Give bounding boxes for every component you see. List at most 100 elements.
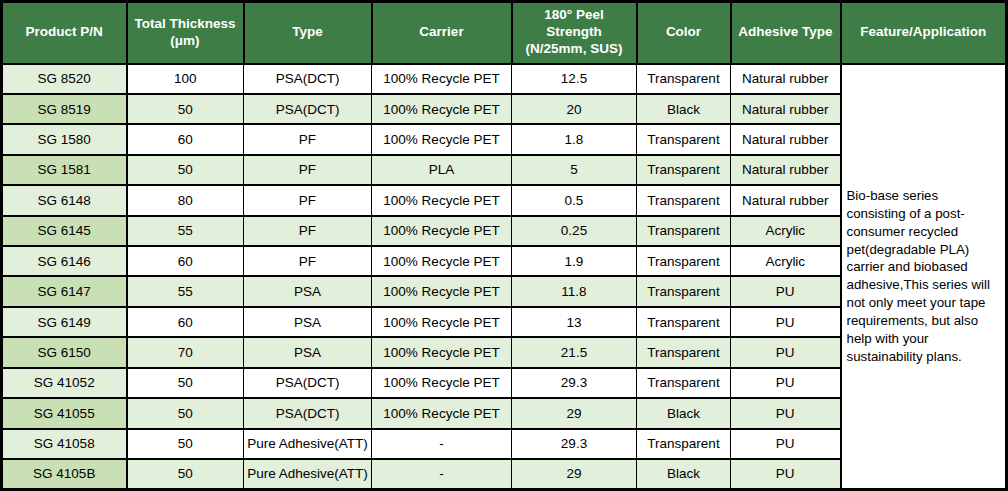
cell-product: SG 8519	[2, 94, 127, 124]
product-spec-table: Product P/NTotal Thickness (μm)TypeCarri…	[0, 0, 1008, 491]
cell-thickness: 55	[127, 216, 244, 246]
cell-color: Transparent	[637, 276, 731, 306]
cell-carrier: 100% Recycle PET	[372, 94, 512, 124]
cell-peel: 11.8	[512, 276, 637, 306]
cell-thickness: 50	[127, 398, 244, 428]
cell-carrier: 100% Recycle PET	[372, 337, 512, 367]
cell-adhesive: PU	[731, 276, 841, 306]
cell-peel: 29.3	[512, 429, 637, 459]
column-header-color: Color	[637, 2, 731, 64]
cell-color: Transparent	[637, 185, 731, 215]
cell-adhesive: PU	[731, 337, 841, 367]
cell-color: Transparent	[637, 368, 731, 398]
cell-peel: 29	[512, 459, 637, 490]
cell-type: PF	[244, 185, 372, 215]
cell-carrier: -	[372, 459, 512, 490]
cell-type: PSA	[244, 337, 372, 367]
cell-adhesive: PU	[731, 307, 841, 337]
cell-type: PF	[244, 155, 372, 185]
cell-color: Transparent	[637, 246, 731, 276]
cell-carrier: 100% Recycle PET	[372, 216, 512, 246]
cell-adhesive: PU	[731, 368, 841, 398]
cell-color: Transparent	[637, 155, 731, 185]
cell-product: SG 41055	[2, 398, 127, 428]
table-body: SG 8520100PSA(DCT)100% Recycle PET12.5Tr…	[2, 64, 1007, 490]
cell-type: Pure Adhesive(ATT)	[244, 429, 372, 459]
cell-product: SG 6150	[2, 337, 127, 367]
column-header-product: Product P/N	[2, 2, 127, 64]
column-header-feature: Feature/Application	[841, 2, 1007, 64]
cell-type: PF	[244, 246, 372, 276]
table-header: Product P/NTotal Thickness (μm)TypeCarri…	[2, 2, 1007, 64]
cell-type: PF	[244, 216, 372, 246]
cell-carrier: -	[372, 429, 512, 459]
cell-peel: 29.3	[512, 368, 637, 398]
cell-thickness: 100	[127, 64, 244, 94]
cell-type: PSA(DCT)	[244, 64, 372, 94]
cell-thickness: 70	[127, 337, 244, 367]
cell-product: SG 41058	[2, 429, 127, 459]
cell-peel: 12.5	[512, 64, 637, 94]
cell-color: Transparent	[637, 124, 731, 154]
cell-type: PSA	[244, 276, 372, 306]
cell-color: Black	[637, 459, 731, 490]
cell-peel: 1.9	[512, 246, 637, 276]
cell-thickness: 50	[127, 368, 244, 398]
cell-color: Transparent	[637, 64, 731, 94]
column-header-type: Type	[244, 2, 372, 64]
cell-carrier: 100% Recycle PET	[372, 124, 512, 154]
cell-product: SG 6148	[2, 185, 127, 215]
cell-thickness: 60	[127, 246, 244, 276]
cell-product: SG 1581	[2, 155, 127, 185]
cell-product: SG 1580	[2, 124, 127, 154]
cell-product: SG 6147	[2, 276, 127, 306]
cell-type: PSA(DCT)	[244, 94, 372, 124]
cell-carrier: 100% Recycle PET	[372, 368, 512, 398]
cell-adhesive: Natural rubber	[731, 94, 841, 124]
cell-type: Pure Adhesive(ATT)	[244, 459, 372, 490]
cell-thickness: 60	[127, 307, 244, 337]
cell-carrier: 100% Recycle PET	[372, 64, 512, 94]
cell-carrier: 100% Recycle PET	[372, 307, 512, 337]
cell-adhesive: PU	[731, 459, 841, 490]
cell-color: Black	[637, 94, 731, 124]
cell-carrier: 100% Recycle PET	[372, 276, 512, 306]
cell-thickness: 50	[127, 459, 244, 490]
cell-adhesive: Natural rubber	[731, 64, 841, 94]
cell-thickness: 50	[127, 94, 244, 124]
cell-peel: 20	[512, 94, 637, 124]
cell-adhesive: PU	[731, 429, 841, 459]
cell-carrier: PLA	[372, 155, 512, 185]
cell-peel: 29	[512, 398, 637, 428]
column-header-carrier: Carrier	[372, 2, 512, 64]
cell-color: Transparent	[637, 216, 731, 246]
cell-carrier: 100% Recycle PET	[372, 185, 512, 215]
cell-thickness: 55	[127, 276, 244, 306]
cell-adhesive: PU	[731, 398, 841, 428]
cell-type: PF	[244, 124, 372, 154]
cell-peel: 5	[512, 155, 637, 185]
cell-peel: 13	[512, 307, 637, 337]
cell-thickness: 50	[127, 429, 244, 459]
cell-thickness: 50	[127, 155, 244, 185]
cell-carrier: 100% Recycle PET	[372, 246, 512, 276]
header-row: Product P/NTotal Thickness (μm)TypeCarri…	[2, 2, 1007, 64]
cell-peel: 1.8	[512, 124, 637, 154]
cell-adhesive: Acrylic	[731, 246, 841, 276]
cell-product: SG 6146	[2, 246, 127, 276]
cell-color: Black	[637, 398, 731, 428]
cell-type: PSA(DCT)	[244, 398, 372, 428]
cell-product: SG 41052	[2, 368, 127, 398]
cell-type: PSA(DCT)	[244, 368, 372, 398]
feature-application-text: Bio-base series consisting of a post-con…	[841, 64, 1007, 490]
cell-peel: 21.5	[512, 337, 637, 367]
cell-product: SG 6145	[2, 216, 127, 246]
table-row: SG 8520100PSA(DCT)100% Recycle PET12.5Tr…	[2, 64, 1007, 94]
cell-color: Transparent	[637, 337, 731, 367]
cell-peel: 0.25	[512, 216, 637, 246]
cell-adhesive: Natural rubber	[731, 155, 841, 185]
cell-type: PSA	[244, 307, 372, 337]
cell-adhesive: Natural rubber	[731, 124, 841, 154]
cell-product: SG 8520	[2, 64, 127, 94]
column-header-adhesive: Adhesive Type	[731, 2, 841, 64]
